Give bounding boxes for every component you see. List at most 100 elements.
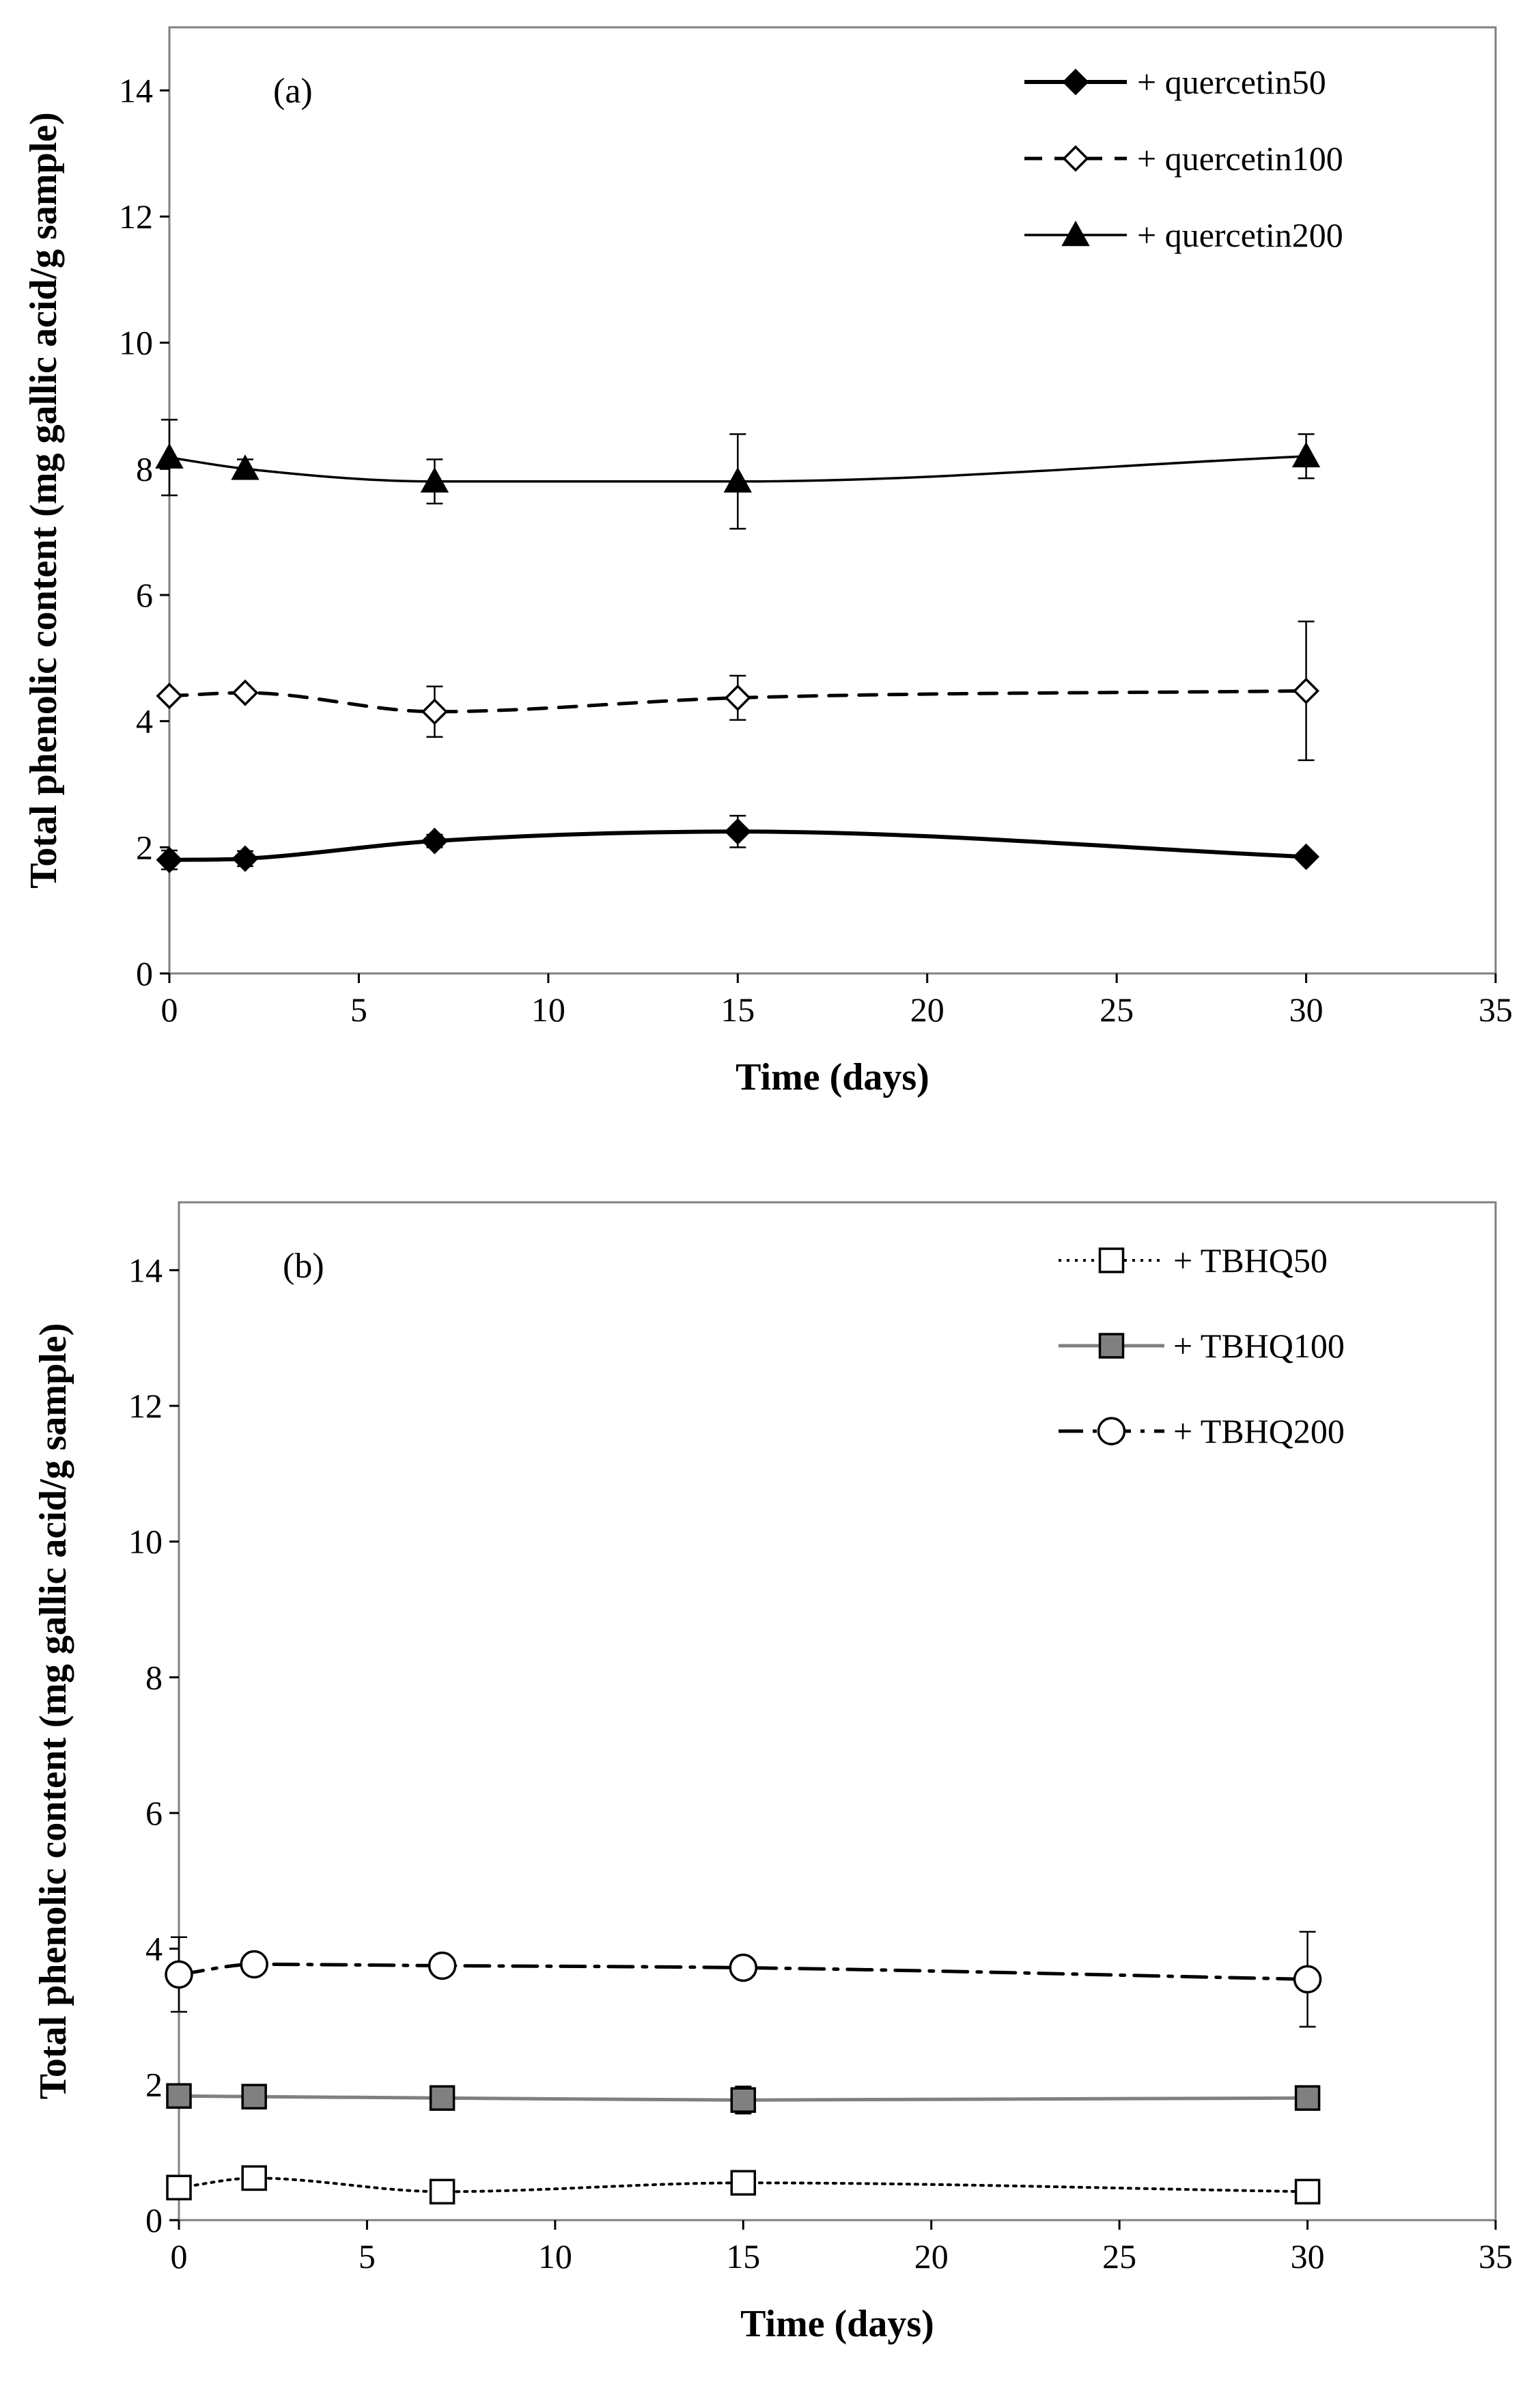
panel-label: (b) [283, 1247, 324, 1286]
y-tick-label: 6 [136, 576, 153, 614]
data-point [1291, 441, 1321, 468]
data-point [241, 2084, 267, 2109]
series-2 [155, 419, 1321, 530]
series-0 [166, 2165, 1321, 2205]
series-1 [156, 620, 1320, 762]
x-tick-label: 30 [1289, 991, 1324, 1029]
legend-label: + TBHQ200 [1173, 1412, 1345, 1450]
plot-frame [178, 1201, 1497, 2222]
panel-label: (a) [273, 72, 313, 111]
x-tick-label: 15 [720, 991, 755, 1029]
legend-marker [1098, 1333, 1125, 1359]
legend-entry: + TBHQ50 [1059, 1241, 1328, 1279]
data-point [1294, 2085, 1321, 2111]
y-tick-label: 0 [136, 954, 153, 993]
data-point [166, 2174, 192, 2201]
legend-label: + TBHQ50 [1173, 1241, 1328, 1279]
legend-marker [1062, 68, 1089, 96]
data-point [724, 818, 751, 845]
data-point [1293, 677, 1320, 704]
x-axis-title: Time (days) [736, 1056, 929, 1098]
legend-marker [1061, 220, 1090, 247]
x-tick-label: 20 [914, 2237, 949, 2275]
y-tick-label: 8 [136, 449, 153, 488]
x-tick-label: 35 [1479, 991, 1513, 1029]
legend-label: + quercetin200 [1137, 216, 1343, 254]
x-tick-label: 25 [1100, 991, 1134, 1029]
y-tick-label: 10 [119, 324, 153, 362]
x-tick-label: 0 [171, 2237, 188, 2275]
data-point [429, 2178, 456, 2205]
y-tick-label: 2 [136, 828, 153, 866]
series-2 [165, 1930, 1322, 2028]
x-tick-label: 0 [161, 991, 178, 1029]
y-tick-label: 2 [145, 2065, 163, 2103]
x-tick-label: 10 [531, 991, 565, 1029]
y-tick-label: 6 [145, 1794, 163, 1832]
legend-label: + TBHQ100 [1173, 1327, 1345, 1365]
x-tick-label: 25 [1102, 2237, 1136, 2275]
data-point [1293, 843, 1320, 870]
chart-panel-0: 0 2 4 6 8 10 12 14 0 5 10 15 20 25 30 35 Time (days) Tota… [23, 26, 1513, 1098]
data-point [1293, 1965, 1322, 1994]
data-point [231, 454, 260, 480]
data-point [428, 1951, 457, 1980]
data-point [166, 2083, 192, 2109]
data-point [729, 1953, 758, 1982]
data-point [155, 443, 184, 469]
y-tick-label: 12 [119, 197, 153, 236]
legend-marker [1098, 1247, 1125, 1273]
y-axis-title: Total phenolic content (mg gallic acid/g… [23, 112, 65, 889]
plot-frame [168, 26, 1497, 975]
data-point [730, 2087, 757, 2113]
x-axis-title: Time (days) [740, 2303, 934, 2345]
x-tick-label: 20 [910, 991, 944, 1029]
series-0 [156, 814, 1320, 874]
data-point [240, 1950, 268, 1979]
data-point [421, 827, 448, 855]
data-point [421, 698, 448, 725]
data-point [723, 467, 752, 493]
data-point [730, 2170, 757, 2196]
x-tick-label: 15 [726, 2237, 760, 2275]
y-tick-label: 4 [145, 1930, 163, 1968]
x-tick-label: 30 [1291, 2237, 1325, 2275]
x-tick-label: 35 [1479, 2237, 1513, 2275]
series-line [177, 1962, 1310, 1981]
legend-entry: + quercetin50 [1024, 63, 1326, 101]
legend-marker [1062, 145, 1089, 172]
data-point [241, 2165, 267, 2191]
y-tick-label: 8 [145, 1658, 163, 1696]
x-tick-label: 10 [538, 2237, 572, 2275]
data-point [165, 1960, 193, 1989]
legend-label: + quercetin50 [1137, 63, 1326, 101]
data-point [724, 684, 751, 711]
data-point [429, 2085, 456, 2111]
data-point [420, 467, 449, 493]
y-tick-label: 14 [128, 1251, 163, 1289]
legend-marker [1097, 1417, 1126, 1445]
legend-entry: + TBHQ100 [1059, 1327, 1345, 1365]
legend-entry: + quercetin200 [1024, 216, 1343, 254]
series-line [167, 689, 1308, 714]
chart-panel-1: 0 2 4 6 8 10 12 14 0 5 10 15 20 25 30 35 Time (days) Tota… [32, 1201, 1513, 2345]
y-tick-label: 4 [136, 702, 153, 741]
legend-entry: + quercetin100 [1024, 139, 1343, 178]
data-point [156, 846, 183, 874]
y-tick-label: 0 [145, 2201, 163, 2239]
series-1 [166, 2083, 1321, 2115]
data-point [156, 682, 183, 710]
data-point [232, 845, 259, 872]
data-point [232, 679, 259, 706]
x-tick-label: 5 [359, 2237, 376, 2275]
legend-label: + quercetin100 [1137, 139, 1343, 178]
legend-entry: + TBHQ200 [1059, 1412, 1345, 1450]
x-tick-label: 5 [350, 991, 367, 1029]
data-point [1294, 2178, 1321, 2205]
y-axis-title: Total phenolic content (mg gallic acid/g… [32, 1323, 74, 2100]
y-tick-label: 14 [119, 71, 153, 109]
y-tick-label: 10 [128, 1523, 163, 1561]
y-tick-label: 12 [128, 1387, 163, 1425]
